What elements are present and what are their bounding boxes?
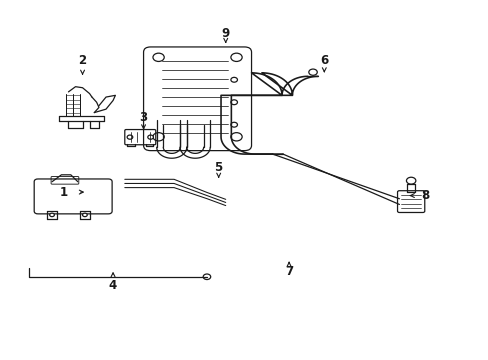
Text: 3: 3	[139, 111, 147, 124]
Circle shape	[50, 213, 54, 217]
Circle shape	[127, 135, 133, 139]
Circle shape	[406, 177, 415, 184]
Circle shape	[308, 69, 317, 75]
Text: 8: 8	[420, 189, 428, 202]
Circle shape	[230, 122, 237, 127]
Circle shape	[82, 213, 87, 217]
Text: 6: 6	[320, 54, 328, 67]
Text: 5: 5	[214, 161, 223, 174]
Circle shape	[153, 132, 164, 141]
Circle shape	[203, 274, 210, 279]
Circle shape	[230, 77, 237, 82]
Text: 2: 2	[78, 54, 86, 67]
Text: 7: 7	[285, 265, 293, 278]
Circle shape	[230, 53, 242, 62]
Text: 9: 9	[221, 27, 229, 40]
Text: 4: 4	[109, 279, 117, 292]
Circle shape	[230, 132, 242, 141]
Circle shape	[230, 100, 237, 105]
Text: 1: 1	[60, 186, 68, 199]
Circle shape	[147, 135, 153, 139]
Circle shape	[153, 53, 164, 62]
